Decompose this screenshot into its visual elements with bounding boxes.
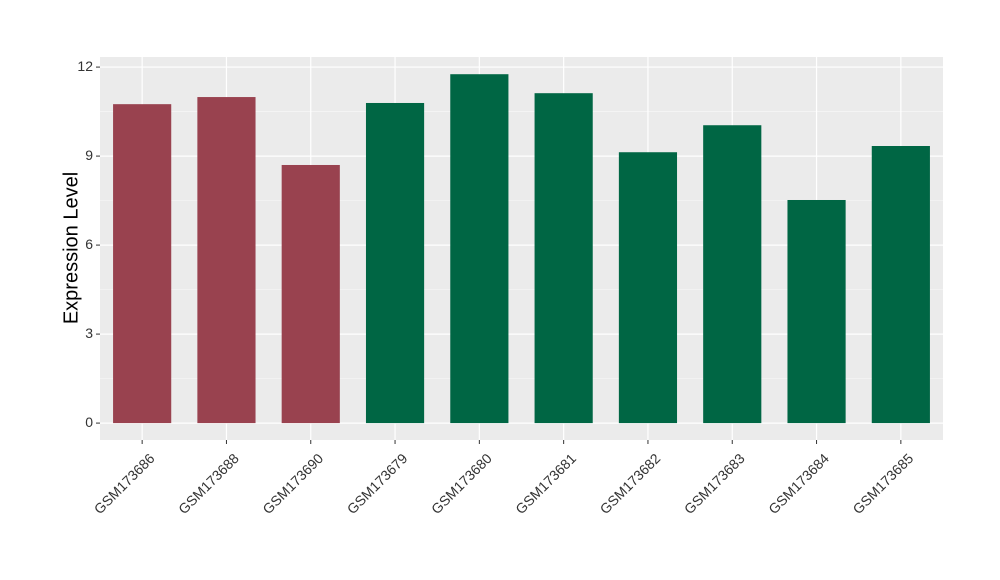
bar bbox=[871, 146, 930, 424]
bar bbox=[703, 125, 762, 424]
y-tick-label: 6 bbox=[85, 236, 93, 252]
bar bbox=[618, 152, 678, 424]
y-tick-label: 0 bbox=[85, 414, 93, 430]
x-tick-label: GSM173686 bbox=[91, 450, 158, 517]
bar bbox=[787, 199, 846, 424]
x-tick-label: GSM173679 bbox=[344, 450, 411, 517]
x-tick-label: GSM173681 bbox=[512, 450, 579, 517]
bar bbox=[197, 97, 256, 424]
bar bbox=[534, 93, 593, 424]
bar bbox=[365, 102, 425, 424]
x-tick-label: GSM173682 bbox=[597, 450, 664, 517]
x-tick-label: GSM173690 bbox=[259, 450, 326, 517]
y-tick-label: 3 bbox=[85, 325, 93, 341]
y-axis-title: Expression Level bbox=[60, 172, 82, 324]
x-tick-label: GSM173685 bbox=[849, 450, 916, 517]
x-tick-label: GSM173680 bbox=[428, 450, 495, 517]
bar bbox=[450, 74, 509, 424]
bar bbox=[113, 104, 172, 424]
x-tick-label: GSM173684 bbox=[765, 450, 832, 517]
y-tick-label: 9 bbox=[85, 147, 93, 163]
x-tick-label: GSM173683 bbox=[681, 450, 748, 517]
x-tick-label: GSM173688 bbox=[175, 450, 242, 517]
bar bbox=[281, 164, 340, 424]
y-tick-label: 12 bbox=[77, 58, 93, 74]
